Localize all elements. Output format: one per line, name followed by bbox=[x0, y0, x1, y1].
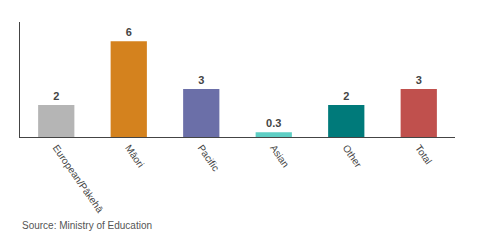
svg-text:Total: Total bbox=[413, 143, 434, 167]
svg-text:European/Pākehā: European/Pākehā bbox=[51, 143, 106, 215]
svg-text:2: 2 bbox=[343, 90, 349, 102]
svg-text:3: 3 bbox=[416, 74, 422, 86]
svg-text:0.3: 0.3 bbox=[266, 117, 281, 129]
svg-text:6: 6 bbox=[126, 26, 132, 38]
svg-text:Other: Other bbox=[341, 143, 365, 170]
svg-text:Asian: Asian bbox=[268, 143, 291, 170]
svg-text:3: 3 bbox=[198, 74, 204, 86]
svg-text:Pacific: Pacific bbox=[196, 143, 222, 173]
svg-text:Māori: Māori bbox=[123, 143, 146, 170]
svg-text:Source: Ministry of Education: Source: Ministry of Education bbox=[22, 220, 152, 231]
svg-text:2: 2 bbox=[53, 90, 59, 102]
